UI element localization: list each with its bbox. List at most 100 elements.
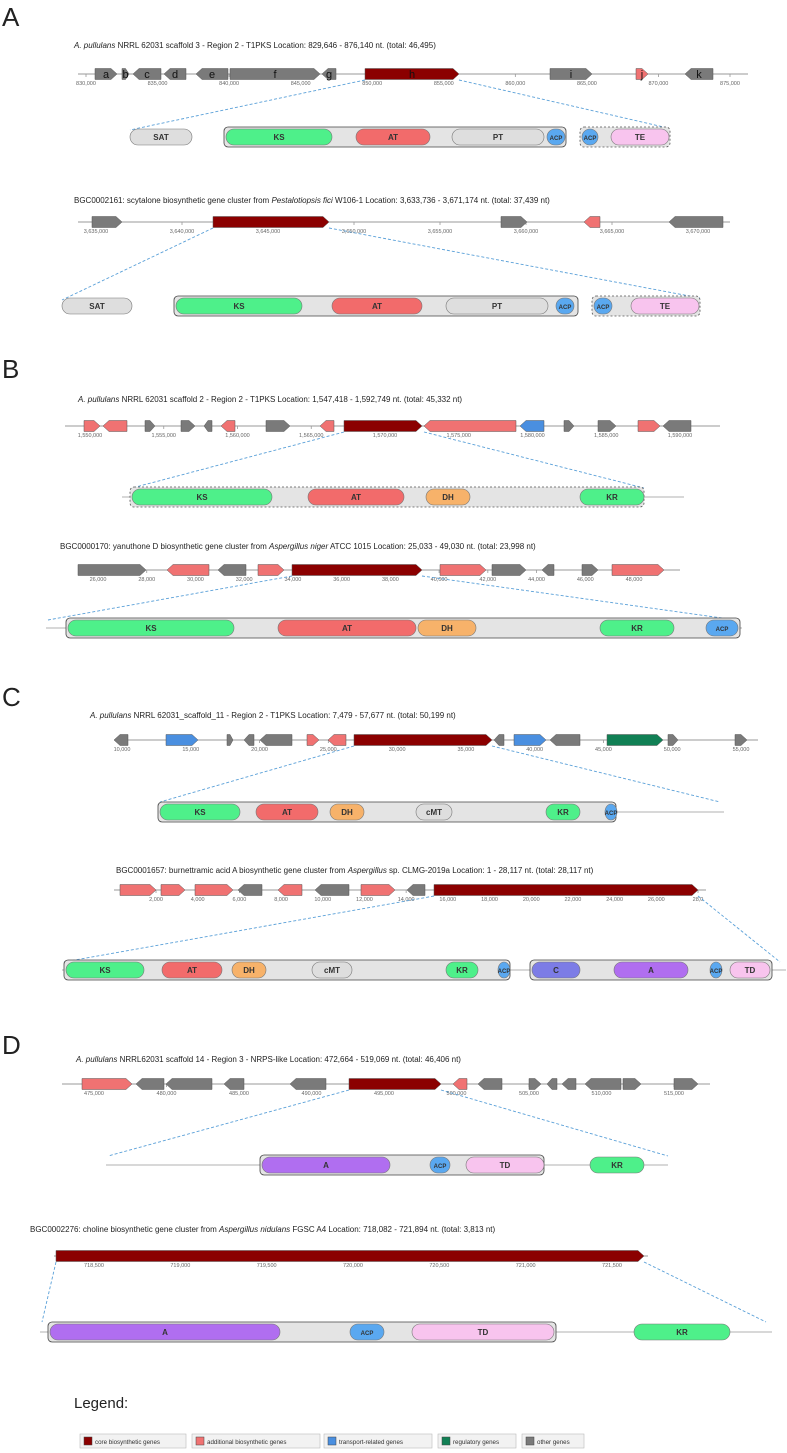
track-d1-tick-label: 510,000 — [592, 1091, 612, 1097]
title-part: A. pullulans — [77, 395, 119, 404]
domain-label-kr: KR — [631, 624, 643, 633]
gene-other — [243, 734, 255, 746]
track-a1-tick-label: 830,000 — [76, 81, 96, 87]
gene-additional — [102, 420, 128, 432]
track-b2-tick-label: 26,000 — [90, 577, 107, 583]
legend-item-additional — [191, 1433, 321, 1449]
title-part: Aspergillus nidulans — [218, 1225, 290, 1234]
domain-a — [261, 1156, 391, 1174]
gene-other — [667, 734, 679, 746]
track-a2-tick-label: 3,665,000 — [600, 229, 624, 235]
domain-pt — [445, 297, 549, 315]
domain-a — [49, 1323, 281, 1341]
gene-other — [180, 420, 196, 432]
gene-other — [546, 1078, 558, 1090]
panel-b: B A. pullulans NRRL 62031 scaffold 2 - Re… — [2, 354, 742, 639]
domain-at — [331, 297, 423, 315]
track-c1-tick-label: 10,000 — [114, 747, 131, 753]
domain-label-acp: ACP — [605, 811, 618, 817]
track-d2-tick-label: 720,000 — [343, 1263, 363, 1269]
gene-additional — [257, 564, 285, 576]
domain-a — [613, 961, 689, 979]
title-part: BGC0002276: choline biosynthetic gene cl… — [30, 1225, 219, 1234]
gene-other — [668, 216, 724, 228]
gene-additional — [194, 884, 234, 896]
gene-other — [237, 884, 263, 896]
legend-item-other — [521, 1433, 585, 1449]
track-a1-tick-label: 835,000 — [148, 81, 168, 87]
title-part: Aspergillus niger — [268, 542, 328, 551]
legend-item-core — [79, 1433, 187, 1449]
track-b1-title: A. pullulans NRRL 62031 scaffold 2 - Reg… — [77, 395, 462, 404]
gene-additional — [166, 564, 210, 576]
domain-sat — [61, 297, 133, 315]
domain-acp — [546, 128, 566, 146]
domain-ks — [67, 619, 235, 637]
track-c1-tick-label: 55,000 — [733, 747, 750, 753]
track-a2-tick-label: 3,645,000 — [256, 229, 280, 235]
domain-kr — [599, 619, 675, 637]
domain-acp — [593, 297, 613, 315]
domain-acp — [709, 961, 723, 979]
gene-other — [734, 734, 748, 746]
track-d2-tick-label: 721,500 — [602, 1263, 622, 1269]
track-d1-tick-label: 475,000 — [84, 1091, 104, 1097]
domain-label-at: AT — [372, 302, 382, 311]
domain-cmt — [311, 961, 353, 979]
domain-label-te: TE — [660, 302, 671, 311]
legend-item-transport — [323, 1433, 433, 1449]
track-b1-tick-label: 1,550,000 — [78, 433, 102, 439]
legend-label-additional: additional biosynthetic genes — [207, 1439, 286, 1446]
track-a2-tick-label: 3,660,000 — [514, 229, 538, 235]
domain-label-kr: KR — [606, 493, 618, 502]
zoom-guide-line — [697, 895, 781, 963]
track-a1-tick-label: 855,000 — [434, 81, 454, 87]
zoom-guide-line — [491, 745, 721, 803]
domain-td — [411, 1323, 555, 1341]
gene-other — [662, 420, 692, 432]
track-a1-tick-label: 875,000 — [720, 81, 740, 87]
gene-additional — [220, 420, 236, 432]
track-a2-tick-label: 3,650,000 — [342, 229, 366, 235]
legend-swatch-transport — [327, 1436, 337, 1446]
title-part: FGSC A4 Location: 718,082 - 721,894 nt. … — [290, 1225, 495, 1234]
gene-label-i: i — [570, 69, 572, 81]
gene-other — [673, 1078, 699, 1090]
domain-label-a: A — [648, 966, 654, 975]
gene-other — [622, 1078, 642, 1090]
track-b2-tick-label: 38,000 — [382, 577, 399, 583]
title-part: BGC0000170: yanuthone D biosynthetic gen… — [60, 542, 269, 551]
domain-ks — [225, 128, 333, 146]
domain-label-cmt: cMT — [324, 966, 340, 975]
gene-h — [364, 68, 460, 80]
track-c2-tick-label: 16,000 — [439, 897, 456, 903]
gene-additional — [81, 1078, 133, 1090]
domain-label-kr: KR — [557, 808, 569, 817]
track-b1-tick-label: 1,575,000 — [447, 433, 471, 439]
domain-label-acp: ACP — [710, 969, 723, 975]
domain-label-ks: KS — [194, 808, 206, 817]
title-part: A. pullulans — [75, 1055, 117, 1064]
zoom-guide-line — [41, 1261, 57, 1323]
domain-at — [307, 488, 405, 506]
gene-other — [493, 734, 505, 746]
gene-other — [561, 1078, 577, 1090]
track-d2-tick-label: 720,500 — [429, 1263, 449, 1269]
domain-te — [610, 128, 670, 146]
domain-label-pt: PT — [492, 302, 502, 311]
gene-other — [549, 734, 581, 746]
title-part: BGC0001657: burnettramic acid A biosynth… — [116, 866, 348, 875]
domain-ks — [65, 961, 145, 979]
track-c2-tick-label: 8,000 — [274, 897, 288, 903]
domain-label-cmt: cMT — [426, 808, 442, 817]
domain-acp — [705, 619, 739, 637]
track-c2-tick-label: 18,000 — [481, 897, 498, 903]
gene-other — [91, 216, 123, 228]
track-a2-title: BGC0002161: scytalone biosynthetic gene … — [74, 196, 550, 205]
domain-label-acp: ACP — [716, 627, 729, 633]
domain-label-td: TD — [500, 1161, 511, 1170]
domain-label-pt: PT — [493, 133, 503, 142]
gene-e — [195, 68, 229, 80]
track-a1-tick-label: 840,000 — [219, 81, 239, 87]
track-c2-tick-label: 28,0 — [693, 897, 704, 903]
